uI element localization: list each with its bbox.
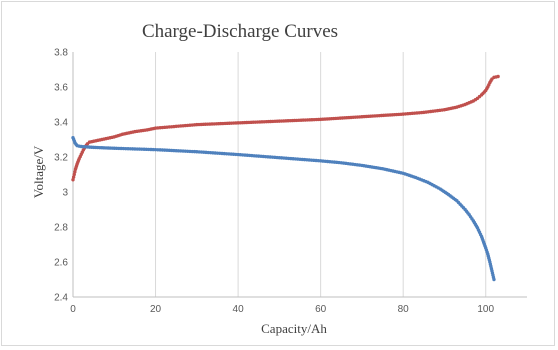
y-tick-label-4: 3.2 [54, 153, 68, 164]
series-0-point-1 [71, 175, 76, 179]
series-0-point-2 [72, 172, 76, 177]
series-0-point-212 [496, 74, 500, 79]
chart-frame: Charge-Discharge Curves 0 20 40 60 80 100 2.4 2… [1, 1, 555, 346]
x-tick-label-0: 0 [70, 304, 76, 315]
chart-svg: Charge-Discharge Curves 0 20 40 60 80 100 2.4 2… [31, 21, 527, 336]
data-series [71, 74, 500, 282]
axes [72, 52, 527, 298]
y-tick-label-1: 2.6 [54, 258, 68, 269]
series-0 [71, 74, 500, 182]
series-0-point-0 [71, 178, 75, 182]
series-1 [71, 136, 496, 282]
series-1-point-219 [492, 277, 496, 282]
x-axis-label: Capacity/Ah [261, 321, 327, 336]
y-tick-label-6: 3.6 [54, 83, 68, 94]
y-axis-label: Voltage/V [31, 145, 46, 198]
grid-lines [155, 52, 487, 297]
y-tick-label-5: 3.4 [54, 118, 68, 129]
x-tick-label-2: 40 [233, 304, 245, 315]
y-tick-label-3: 3 [62, 188, 68, 199]
y-tick-label-2: 2.8 [54, 223, 68, 234]
x-tick-label-5: 100 [477, 304, 494, 315]
series-0-point-3 [73, 170, 77, 174]
x-tick-label-3: 60 [315, 304, 327, 315]
tick-labels: 0 20 40 60 80 100 2.4 2.6 2.8 3 3.2 3.4 3.6 3.8 [54, 48, 494, 316]
y-tick-label-7: 3.8 [54, 48, 68, 59]
y-tick-label-0: 2.4 [54, 293, 68, 304]
x-tick-label-1: 20 [150, 304, 162, 315]
chart-title: Charge-Discharge Curves [142, 21, 338, 42]
x-tick-label-4: 80 [398, 304, 410, 315]
